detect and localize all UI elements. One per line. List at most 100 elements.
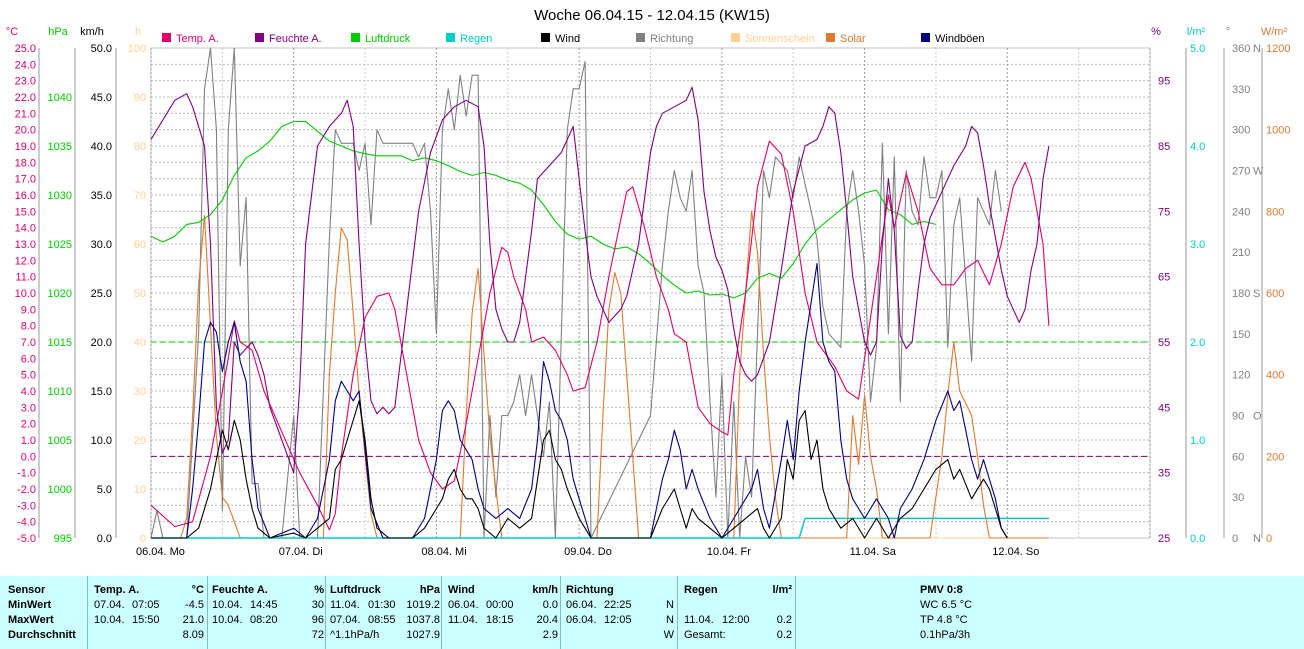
legend-swatch-sunshine	[731, 33, 740, 42]
row-time: 08:20	[250, 614, 278, 626]
separator	[677, 576, 678, 649]
separator	[795, 576, 796, 649]
temp-tick-label: 23.0	[15, 76, 36, 88]
pressure-tick-label: 1005	[48, 435, 72, 447]
temp-tick-label: 7.0	[21, 337, 36, 349]
rain-tick-label: 4.0	[1190, 141, 1205, 153]
humidity-tick-label: 65	[1158, 272, 1170, 284]
wind-tick-label: 40.0	[91, 141, 112, 153]
solar-tick-label: 200	[1266, 451, 1284, 463]
series-line-richtung	[150, 47, 1002, 539]
rain-tick-label: 5.0	[1190, 43, 1205, 55]
humidity-unit-label: %	[1151, 26, 1161, 38]
sun-tick-label: 100	[128, 43, 146, 55]
x-tick-label: 11.04. Sa	[850, 546, 897, 558]
solar-tick-label: 400	[1266, 370, 1284, 382]
direction-tick-label: 150	[1232, 329, 1250, 341]
legend-label-humidity: Feuchte A.	[269, 33, 322, 45]
direction-tick-label: 300	[1232, 125, 1250, 137]
row-value: 30	[311, 599, 324, 611]
temp-tick-label: -4.0	[17, 517, 36, 529]
direction-tick-label: 90	[1232, 411, 1244, 423]
legend-label-sunshine: Sonnenschein	[745, 33, 815, 45]
rain-unit-label: l/m²	[1187, 26, 1206, 38]
direction-tick-label: 240	[1232, 206, 1250, 218]
row-time: 15:50	[132, 614, 160, 626]
legend-label-wind: Wind	[555, 33, 580, 45]
legend-swatch-solar	[826, 33, 835, 42]
legend-swatch-humidity	[255, 33, 264, 42]
pressure-tick-label: 1020	[48, 288, 72, 300]
legend-label-gust: Windböen	[935, 33, 985, 45]
pmv-label: PMV 0:8	[920, 584, 963, 596]
row-value: 96	[311, 614, 324, 626]
temp-tick-label: 21.0	[15, 108, 36, 120]
temp-tick-label: 0.0	[21, 451, 36, 463]
temp-tick-label: 1.0	[21, 435, 36, 447]
row-date: 07.04.	[330, 614, 361, 626]
direction-tick-label: 210	[1232, 247, 1250, 259]
pressure-tick-label: 1015	[48, 337, 72, 349]
direction-compass-label: O	[1253, 411, 1262, 423]
row-value: 2.9	[542, 629, 558, 641]
solar-unit-label: W/m²	[1261, 26, 1288, 38]
sun-tick-label: 0	[140, 533, 146, 545]
temp-tick-label: 17.0	[15, 174, 36, 186]
separator	[325, 576, 326, 649]
row-date: 10.04.	[212, 614, 243, 626]
group-unit: °C	[191, 584, 204, 596]
wind-tick-label: 0.0	[97, 533, 112, 545]
row-date: 11.04.	[684, 614, 714, 626]
min-label: MinWert	[8, 599, 52, 611]
group-name: Wind	[448, 584, 475, 596]
chart-title: Woche 06.04.15 - 12.04.15 (KW15)	[534, 7, 770, 24]
row-value: N	[666, 614, 674, 626]
row-time: 22:25	[604, 599, 632, 611]
solar-tick-label: 0	[1266, 533, 1272, 545]
pressure-trend-value: 0.1hPa/3h	[920, 629, 971, 641]
pressure-tick-label: 1035	[48, 141, 72, 153]
humidity-tick-label: 35	[1158, 468, 1170, 480]
statistics-footer: Sensor MinWert MaxWert Durchschnitt Temp…	[0, 576, 1304, 649]
temp-tick-label: 3.0	[21, 402, 36, 414]
row-date: Gesamt:	[684, 629, 726, 641]
wind-tick-label: 10.0	[91, 435, 112, 447]
row-date: 10.04.	[94, 614, 125, 626]
row-value: 0.2	[776, 614, 792, 626]
humidity-tick-label: 95	[1158, 76, 1170, 88]
temp-tick-label: 20.0	[15, 125, 36, 137]
group-unit: l/m²	[772, 584, 792, 596]
avg-label: Durchschnitt	[8, 629, 76, 641]
temp-tick-label: 16.0	[15, 190, 36, 202]
x-tick-label: 07.04. Di	[279, 546, 323, 558]
wind-tick-label: 25.0	[91, 288, 112, 300]
direction-unit-label: °	[1226, 26, 1230, 38]
series-line-wind	[151, 400, 1008, 539]
separator	[87, 576, 88, 649]
solar-tick-label: 1000	[1266, 125, 1290, 137]
separator	[560, 576, 561, 649]
temp-tick-label: 10.0	[15, 288, 36, 300]
group-name: Temp. A.	[94, 584, 140, 596]
sun-tick-label: 50	[134, 288, 146, 300]
x-tick-label: 10.04. Fr	[707, 546, 751, 558]
row-value: 1037.8	[406, 614, 440, 626]
wind-tick-label: 35.0	[91, 190, 112, 202]
direction-compass-label: S	[1253, 288, 1260, 300]
humidity-tick-label: 45	[1158, 402, 1170, 414]
row-time: 14:45	[250, 599, 278, 611]
row-time: 00:00	[486, 599, 514, 611]
rain-tick-label: 1.0	[1190, 435, 1205, 447]
separator	[207, 576, 208, 649]
solar-tick-label: 600	[1266, 288, 1284, 300]
separator	[441, 576, 442, 649]
legend-swatch-pressure	[351, 33, 360, 42]
weather-chart: Woche 06.04.15 - 12.04.15 (KW15) Temp. A.…	[6, 7, 1291, 558]
pressure-tick-label: 1025	[48, 239, 72, 251]
legend-label-rain: Regen	[460, 33, 492, 45]
temp-tick-label: 8.0	[21, 321, 36, 333]
legend-label-temp: Temp. A.	[176, 33, 219, 45]
row-value: 72	[311, 629, 324, 641]
series-line-feuchte-a-	[150, 86, 1050, 474]
series-line-temp-a-	[150, 140, 1050, 531]
